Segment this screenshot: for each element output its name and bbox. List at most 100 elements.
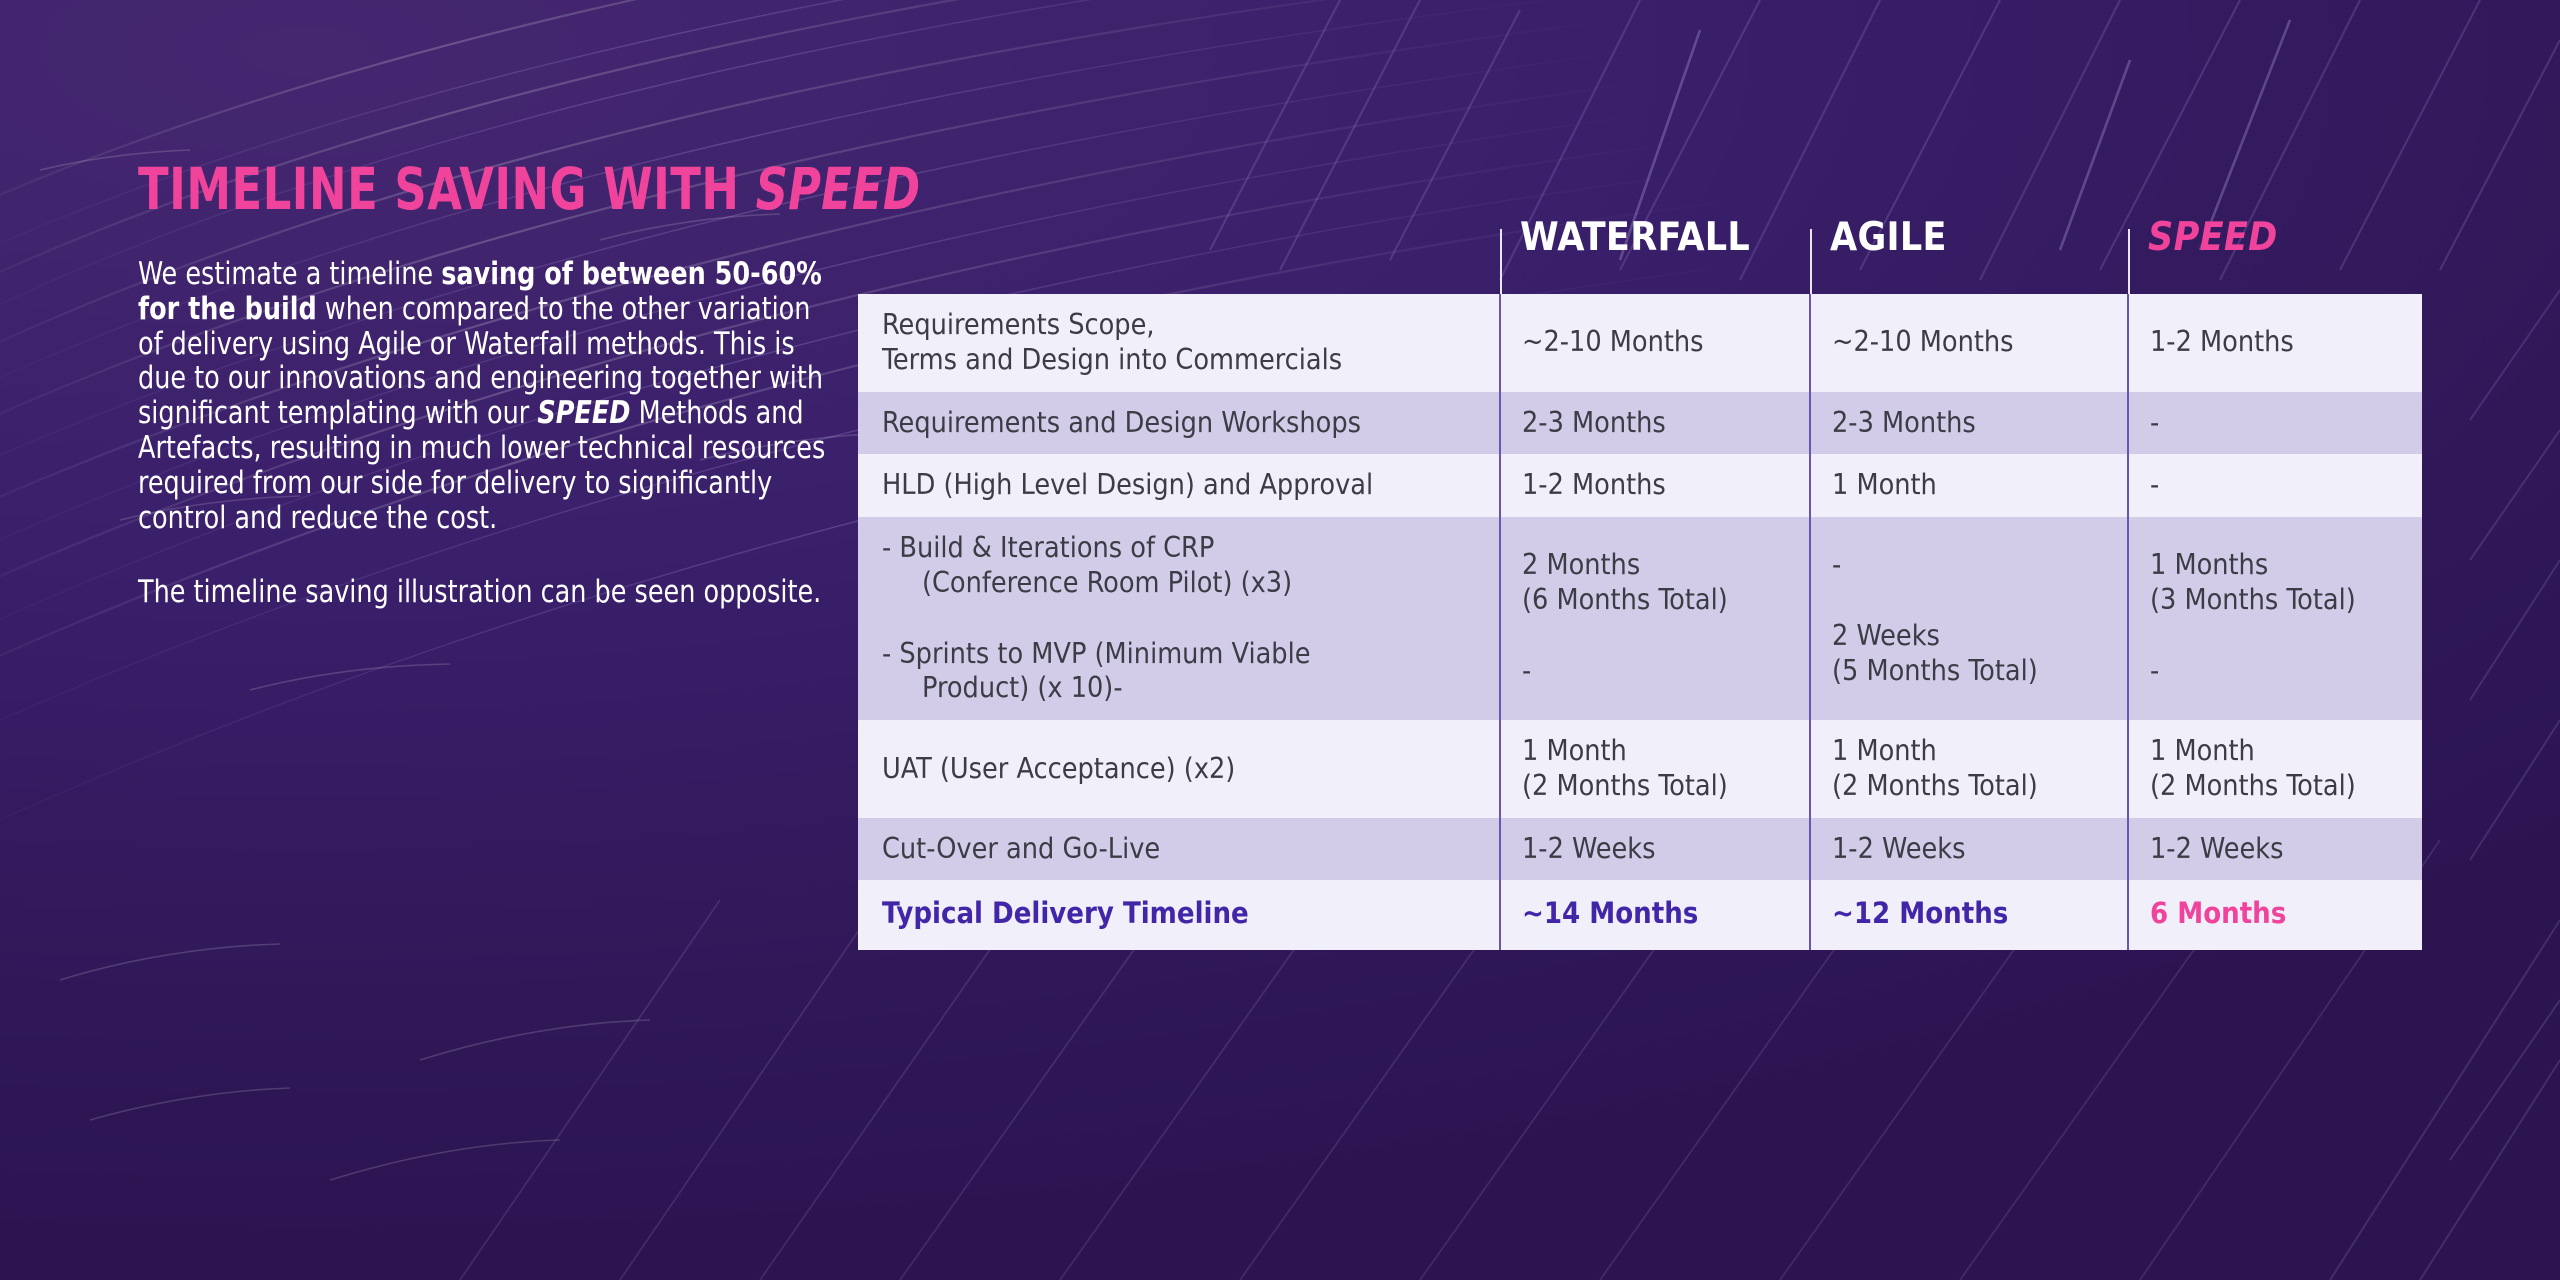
value-line: 1 Month (2150, 734, 2255, 768)
value-line: 1-2 Weeks (1522, 831, 1656, 865)
activity-group: - Build & Iterations of CRP (Conference … (882, 531, 1483, 601)
cell-activity: Requirements Scope, Terms and Design int… (858, 294, 1501, 392)
table-header-waterfall: WATERFALL (1500, 215, 1810, 294)
value-group: 2 Weeks (5 Months Total) (1832, 619, 2111, 689)
cell-speed: 6 Months (2128, 880, 2422, 950)
table-header-activity (858, 260, 1500, 294)
cell-waterfall: 1-2 Months (1500, 454, 1811, 518)
cell-waterfall: 1 Month (2 Months Total) (1500, 720, 1811, 818)
value-group: - (1522, 654, 1793, 689)
cell-activity: Typical Delivery Timeline (858, 880, 1501, 950)
page-title-main: TIMELINE SAVING WITH (138, 155, 756, 223)
cell-waterfall: ~14 Months (1500, 880, 1811, 950)
cell-agile: 1-2 Weeks (1810, 817, 2129, 881)
cell-waterfall: 2-3 Months (1500, 391, 1811, 455)
activity-line: Typical Delivery Timeline (882, 896, 1249, 931)
activity-line: Product) (x 10)- (922, 671, 1123, 705)
table-row: Requirements Scope, Terms and Design int… (858, 294, 2422, 392)
activity-group: - Sprints to MVP (Minimum Viable Product… (882, 637, 1483, 707)
value-line: 2 Months (1522, 548, 1641, 582)
value-line: ~2-10 Months (1832, 325, 2014, 359)
cell-agile: - 2 Weeks (5 Months Total) (1810, 517, 2129, 721)
cell-agile: ~2-10 Months (1810, 294, 2129, 392)
activity-line: HLD (High Level Design) and Approval (882, 468, 1374, 502)
cell-activity: HLD (High Level Design) and Approval (858, 454, 1501, 518)
value-line: ~2-10 Months (1522, 325, 1704, 359)
intro-panel: TIMELINE SAVING WITH SPEED We estimate a… (138, 160, 920, 611)
value-line: (2 Months Total) (1832, 768, 2038, 802)
value-line: (2 Months Total) (1522, 768, 1728, 802)
table-header-waterfall-label: WATERFALL (1520, 215, 1751, 260)
table-row: Cut-Over and Go-Live 1-2 Weeks 1-2 Weeks… (858, 817, 2422, 881)
intro-p1-bold: saving of between 50-60% for the build (138, 256, 822, 327)
value-line: ~14 Months (1522, 896, 1699, 931)
value-line: - (2150, 468, 2160, 502)
activity-line: - Build & Iterations of CRP (882, 531, 1215, 565)
page-title-emphasis: SPEED (755, 155, 921, 223)
value-line: (6 Months Total) (1522, 583, 1728, 617)
table-header-row: WATERFALL AGILE SPEED (858, 142, 2424, 294)
activity-line: Cut-Over and Go-Live (882, 831, 1161, 865)
value-line: 1 Months (2150, 548, 2269, 582)
activity-line: Terms and Design into Commercials (882, 342, 1343, 376)
page-title: TIMELINE SAVING WITH SPEED (138, 160, 920, 218)
cell-agile: 1 Month (1810, 454, 2129, 518)
value-group: 1 Months (3 Months Total) (2150, 548, 2406, 618)
table-row: HLD (High Level Design) and Approval 1-2… (858, 454, 2422, 518)
value-line: 6 Months (2150, 896, 2287, 931)
cell-waterfall: 2 Months (6 Months Total) - (1500, 517, 1811, 721)
value-line: 1-2 Weeks (2150, 831, 2284, 865)
value-group: - (2150, 654, 2406, 689)
value-line: 2-3 Months (1832, 405, 1976, 439)
cell-waterfall: ~2-10 Months (1500, 294, 1811, 392)
table-header-speed-label: SPEED (2148, 215, 2278, 260)
cell-speed: - (2128, 391, 2422, 455)
cell-activity: UAT (User Acceptance) (x2) (858, 720, 1501, 818)
intro-p1-seg5: Methods and Artefacts, resulting in much… (138, 395, 826, 536)
cell-speed: 1 Months (3 Months Total) - (2128, 517, 2422, 721)
cell-activity: Requirements and Design Workshops (858, 391, 1501, 455)
cell-activity: - Build & Iterations of CRP (Conference … (858, 517, 1501, 721)
table-header-speed: SPEED (2128, 215, 2424, 294)
value-line: ~12 Months (1832, 896, 2009, 931)
intro-paragraph-2: The timeline saving illustration can be … (138, 574, 822, 611)
table-row: - Build & Iterations of CRP (Conference … (858, 517, 2422, 721)
value-line: (3 Months Total) (2150, 583, 2356, 617)
table-row: UAT (User Acceptance) (x2) 1 Month (2 Mo… (858, 720, 2422, 818)
value-line: 1 Month (1832, 734, 1937, 768)
value-line: 1-2 Months (1522, 468, 1666, 502)
table-row-total: Typical Delivery Timeline ~14 Months ~12… (858, 880, 2422, 950)
intro-p1-seg1: We estimate a timeline (138, 256, 442, 292)
table-header-agile: AGILE (1810, 215, 2128, 294)
value-line: 1-2 Weeks (1832, 831, 1966, 865)
value-line: - (1522, 653, 1532, 687)
cell-agile: 1 Month (2 Months Total) (1810, 720, 2129, 818)
activity-line: Requirements and Design Workshops (882, 405, 1361, 439)
table-body: Requirements Scope, Terms and Design int… (858, 294, 2422, 950)
activity-line: (Conference Room Pilot) (x3) (922, 565, 1293, 599)
intro-p1-seg3: when compared to the other variation of … (138, 290, 824, 432)
intro-p1-speed: SPEED (537, 395, 631, 432)
value-line: 1 Month (1522, 734, 1627, 768)
value-line: (2 Months Total) (2150, 768, 2356, 802)
cell-activity: Cut-Over and Go-Live (858, 817, 1501, 881)
value-line: 1 Month (1832, 468, 1937, 502)
value-line: (5 Months Total) (1832, 653, 2038, 687)
timeline-comparison-table: WATERFALL AGILE SPEED Requirements Scope… (858, 142, 2424, 950)
value-group: 2 Months (6 Months Total) (1522, 548, 1793, 618)
cell-speed: 1-2 Weeks (2128, 817, 2422, 881)
cell-waterfall: 1-2 Weeks (1500, 817, 1811, 881)
value-line: - (1832, 548, 1842, 582)
value-line: 2-3 Months (1522, 405, 1666, 439)
cell-speed: 1 Month (2 Months Total) (2128, 720, 2422, 818)
activity-line: UAT (User Acceptance) (x2) (882, 751, 1236, 785)
value-line: 1-2 Months (2150, 325, 2294, 359)
activity-line: Requirements Scope, (882, 308, 1155, 341)
value-line: 2 Weeks (1832, 619, 1940, 653)
cell-speed: - (2128, 454, 2422, 518)
intro-paragraph-1: We estimate a timeline saving of between… (138, 257, 827, 535)
cell-agile: ~12 Months (1810, 880, 2129, 950)
value-group: - (1832, 548, 2111, 583)
cell-agile: 2-3 Months (1810, 391, 2129, 455)
table-header-agile-label: AGILE (1830, 215, 1947, 260)
